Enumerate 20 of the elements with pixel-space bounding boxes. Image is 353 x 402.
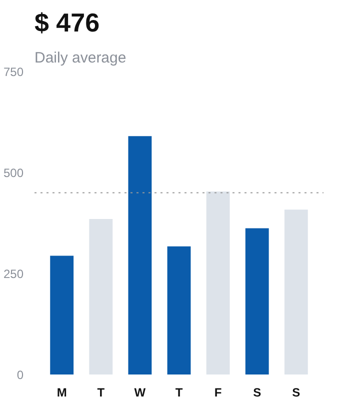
y-tick-label: 750 bbox=[3, 65, 24, 79]
x-tick-label: S bbox=[253, 386, 262, 400]
bar bbox=[206, 191, 230, 374]
chart-title: $ 476 bbox=[34, 8, 100, 38]
bar bbox=[50, 256, 74, 374]
y-tick-label: 250 bbox=[3, 267, 24, 281]
y-tick-label: 0 bbox=[16, 368, 24, 382]
y-tick-label: 500 bbox=[3, 166, 24, 180]
x-tick-label: T bbox=[175, 386, 184, 400]
x-tick-label: S bbox=[292, 386, 300, 400]
bar bbox=[89, 218, 113, 374]
x-tick-label: F bbox=[214, 386, 222, 400]
x-tick-label: T bbox=[97, 386, 106, 400]
chart-subtitle: Daily average bbox=[34, 50, 126, 66]
bar bbox=[284, 210, 308, 374]
bar bbox=[167, 246, 191, 374]
bar bbox=[245, 228, 269, 374]
x-tick-label: M bbox=[56, 386, 67, 400]
bar bbox=[128, 136, 152, 374]
x-tick-label: W bbox=[134, 386, 146, 400]
